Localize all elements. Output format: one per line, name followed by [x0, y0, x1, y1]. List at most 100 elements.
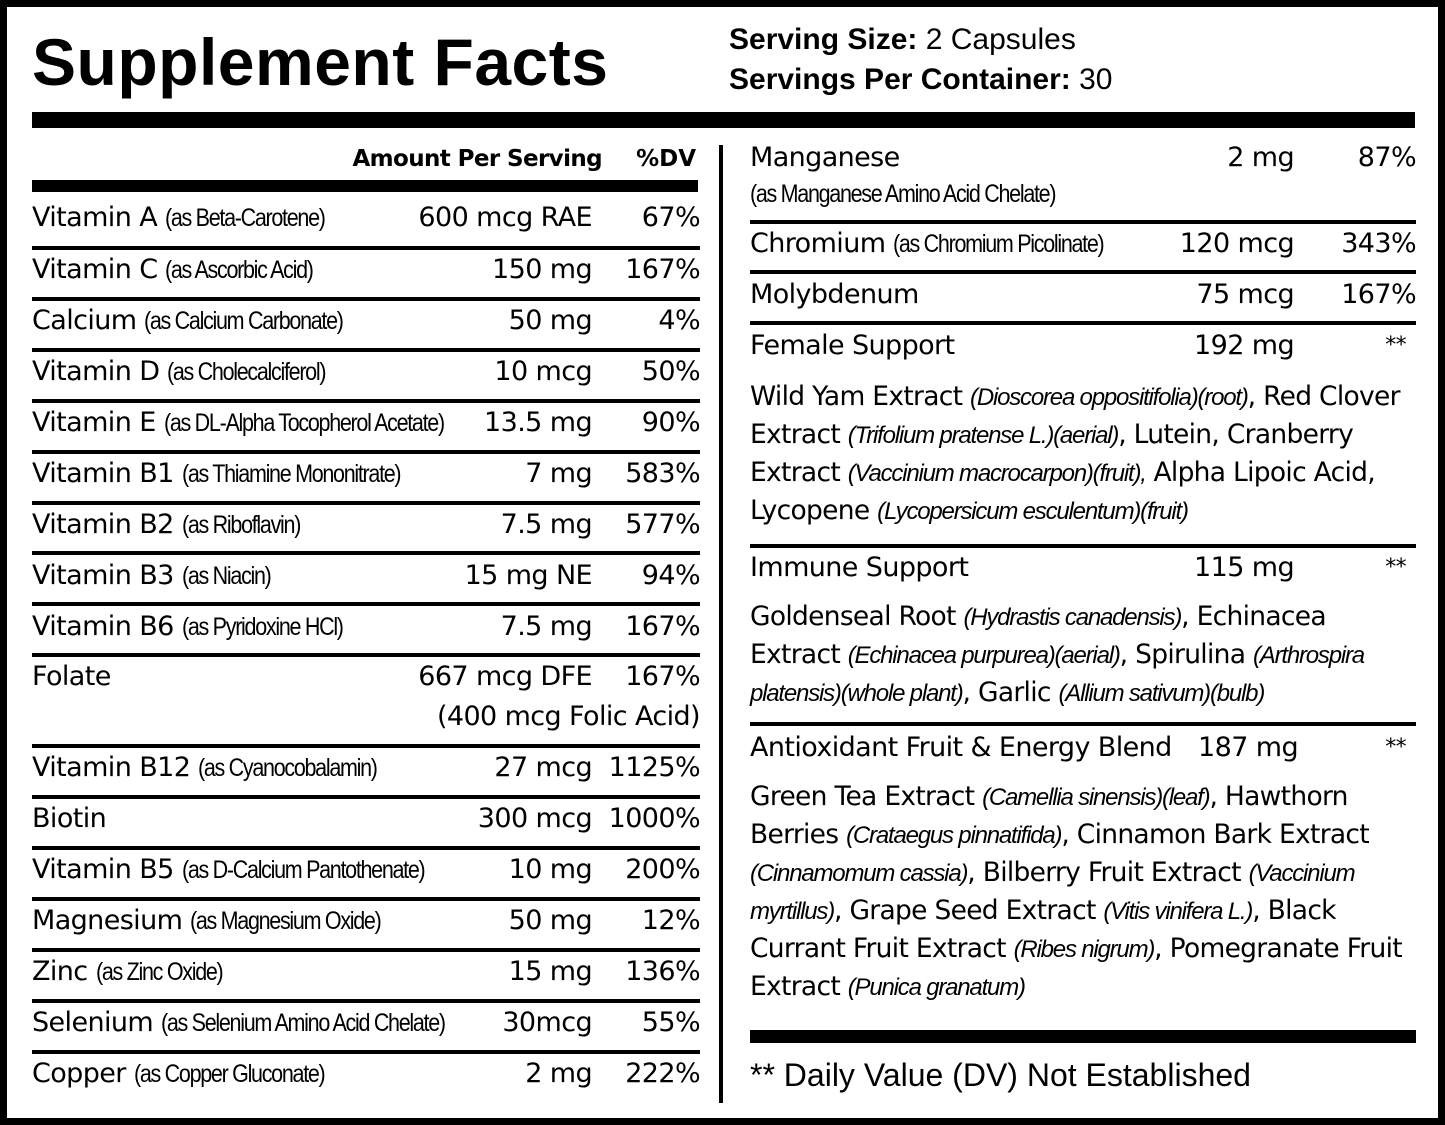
blend-name: Immune Support	[750, 552, 969, 583]
row-divider	[32, 795, 700, 799]
footnote: ** Daily Value (DV) Not Established	[750, 1057, 1251, 1093]
latin-name: (Crataegus pinnatifida)	[846, 822, 1062, 849]
row-divider	[750, 270, 1416, 274]
nutrient-amount: 150 mg	[492, 254, 593, 285]
nutrient-dv: 200%	[625, 854, 700, 885]
row-divider	[32, 948, 700, 952]
nutrient-amount: 300 mcg	[477, 803, 593, 834]
nutrient-source: (as Selenium Amino Acid Chelate)	[161, 1009, 446, 1037]
nutrient-dv: 577%	[625, 509, 700, 540]
row-divider	[32, 501, 700, 505]
nutrient-dv: 167%	[625, 611, 700, 642]
nutrient-name: Vitamin B1 (as Thiamine Mononitrate)	[32, 454, 436, 494]
nutrient-name: Vitamin B2 (as Riboflavin)	[32, 505, 319, 545]
serving-size: Serving Size: 2 Capsules	[729, 23, 1076, 56]
nutrient-source: (as Niacin)	[181, 562, 272, 590]
nutrient-name: Folate	[32, 661, 111, 692]
nutrient-dv: 4%	[658, 305, 700, 336]
row-divider	[32, 297, 700, 301]
nutrient-amount: 50 mg	[508, 305, 593, 336]
nutrient-name: Vitamin B12 (as Cyanocobalamin)	[32, 748, 406, 788]
nutrient-amount: 7.5 mg	[500, 509, 593, 540]
latin-name: (Cinnamomum cassia)	[750, 860, 968, 887]
nutrient-amount: 10 mg	[508, 854, 593, 885]
latin-name: (Vitis vinifera L.)	[1103, 898, 1253, 925]
latin-name: (Allium sativum)(bulb)	[1058, 680, 1265, 707]
latin-name: (Trifolium pratense L.)(aerial)	[847, 422, 1120, 449]
nutrient-dv: 55%	[641, 1007, 701, 1038]
blend-amount: 192 mg	[1194, 330, 1295, 361]
nutrient-amount: 667 mcg DFE	[418, 661, 592, 692]
latin-name: (Dioscorea oppositifolia)(root)	[970, 384, 1249, 411]
nutrient-dv: 583%	[625, 458, 700, 489]
row-divider	[32, 399, 700, 403]
row-divider	[32, 602, 700, 606]
row-divider	[32, 551, 700, 555]
nutrient-source: (as Copper Gluconate)	[133, 1060, 326, 1088]
column-divider	[719, 145, 723, 1103]
blend-ingredients: Goldenseal Root (Hydrastis canadensis), …	[750, 601, 1365, 708]
nutrient-source: (as Thiamine Mononitrate)	[181, 460, 402, 488]
row-divider	[32, 653, 700, 657]
nutrient-name: Vitamin C (as Ascorbic Acid)	[32, 250, 337, 290]
blend-dv: **	[1385, 735, 1406, 760]
blend-divider	[750, 544, 1416, 548]
blend-ingredients: Wild Yam Extract (Dioscorea oppositifoli…	[750, 381, 1401, 526]
nutrient-note: (400 mcg Folic Acid)	[436, 701, 701, 732]
nutrient-name: Selenium (as Selenium Amino Acid Chelate…	[32, 1003, 491, 1043]
blend-divider	[750, 722, 1416, 726]
nutrient-dv: 1125%	[608, 752, 701, 783]
nutrient-dv: 1000%	[608, 803, 701, 834]
blend-name: Female Support	[750, 330, 955, 361]
nutrient-amount: 50 mg	[508, 905, 593, 936]
nutrient-amount: 2 mg	[1227, 142, 1294, 173]
nutrient-row: Folate 667 mcg DFE 167% (400 mcg Folic Aci…	[32, 657, 701, 737]
nutrient-source: (as DL-Alpha Tocopherol Acetate)	[163, 409, 445, 437]
nutrient-name: Vitamin B5 (as D-Calcium Pantothenate)	[32, 850, 464, 890]
nutrient-name: Vitamin B3 (as Niacin)	[32, 556, 285, 596]
column-header-rule	[32, 180, 698, 192]
nutrient-name: Magnesium (as Magnesium Oxide)	[32, 901, 412, 941]
latin-name: (Ribes nigrum)	[1013, 936, 1156, 963]
latin-name: (Camellia sinensis)(leaf)	[982, 784, 1211, 811]
nutrient-amount: 600 mcg RAE	[418, 202, 592, 233]
nutrient-dv: 90%	[641, 407, 701, 438]
nutrient-name: Zinc (as Zinc Oxide)	[32, 952, 243, 992]
latin-name: (Arthrospira platensis)(whole plant)	[750, 642, 1365, 707]
blend-ingredients: Green Tea Extract (Camellia sinensis)(le…	[750, 781, 1403, 1002]
nutrient-source: (as Beta-Carotene)	[165, 204, 326, 232]
latin-name: (Lycopersicum esculentum)(fruit)	[877, 498, 1189, 525]
nutrient-amount: 15 mg NE	[464, 560, 593, 591]
nutrient-source: (as Cyanocobalamin)	[198, 754, 378, 782]
servings-per-container: Servings Per Container: 30	[729, 63, 1113, 96]
nutrient-amount: 15 mg	[508, 956, 593, 987]
amount-per-serving-header: Amount Per Serving	[352, 146, 602, 172]
row-divider	[32, 897, 700, 901]
nutrient-name: Calcium (as Calcium Carbonate)	[32, 301, 375, 341]
nutrient-name: Vitamin D (as Cholecalciferol)	[32, 352, 351, 392]
nutrient-dv: 87%	[1357, 142, 1417, 173]
panel-title: Supplement Facts	[32, 25, 609, 99]
row-divider	[750, 220, 1416, 224]
nutrient-dv: 94%	[641, 560, 701, 591]
nutrient-amount: 27 mcg	[494, 752, 592, 783]
nutrient-name: Chromium (as Chromium Picolinate)	[750, 224, 1138, 264]
header-thick-rule	[32, 112, 1415, 128]
row-divider	[32, 999, 700, 1003]
nutrient-amount: 2 mg	[525, 1058, 592, 1089]
nutrient-source: (as Cholecalciferol)	[167, 358, 327, 386]
nutrient-amount: 30mcg	[502, 1007, 592, 1038]
nutrient-name: Vitamin A (as Beta-Carotene)	[32, 198, 351, 238]
blend-amount: 187 mg	[1198, 732, 1299, 763]
nutrient-source: (as Zinc Oxide)	[95, 958, 224, 986]
nutrient-dv: 50%	[641, 356, 701, 387]
nutrient-name: Vitamin E (as DL-Alpha Tocopherol Acetat…	[32, 403, 489, 443]
nutrient-source: (as Calcium Carbonate)	[144, 307, 344, 335]
nutrient-amount: 7 mg	[525, 458, 592, 489]
blend-amount: 115 mg	[1194, 552, 1295, 583]
nutrient-source: (as Manganese Amino Acid Chelate)	[750, 180, 1057, 208]
nutrient-row: Manganese 2 mg 87% (as Manganese Amino Acid…	[750, 138, 1417, 218]
blend-name: Antioxidant Fruit & Energy Blend	[750, 732, 1172, 763]
row-divider	[32, 246, 700, 250]
row-divider	[32, 744, 700, 748]
